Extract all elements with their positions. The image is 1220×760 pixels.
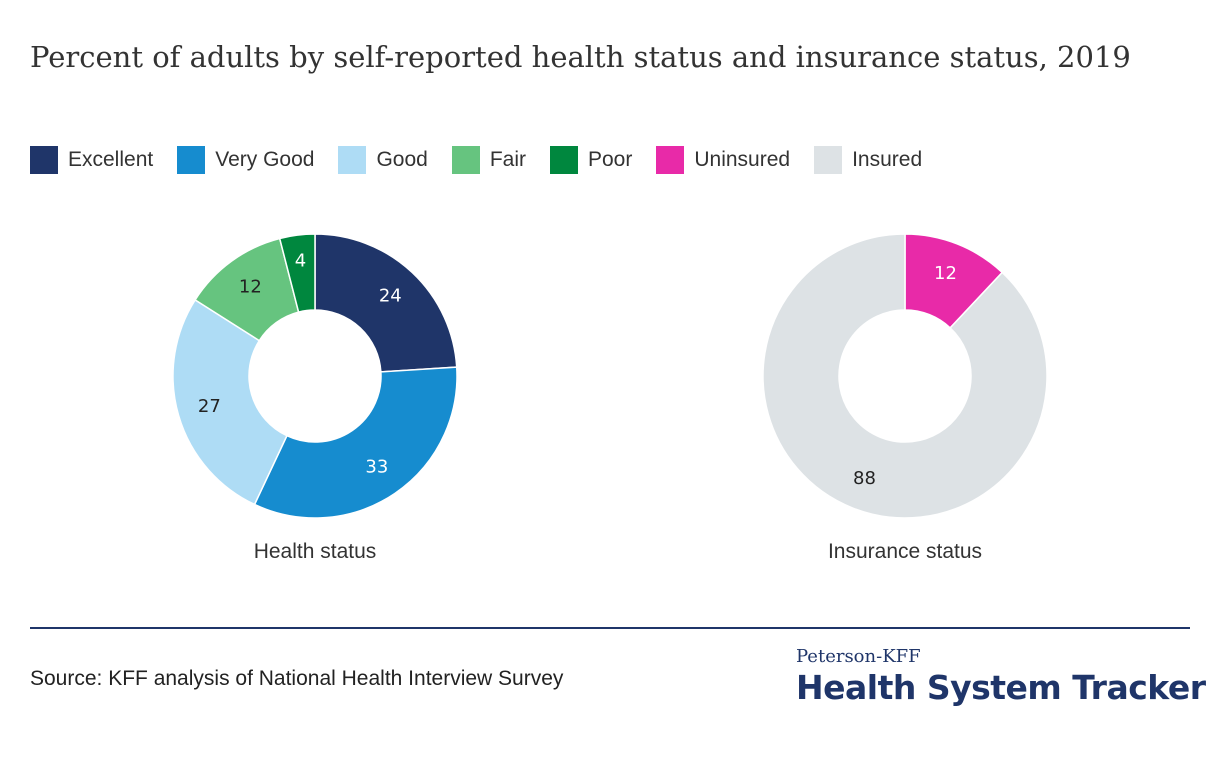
legend-label-very-good: Very Good [215,148,315,171]
legend-item-excellent: Excellent [30,146,153,174]
legend-item-uninsured: Uninsured [656,146,790,174]
legend-swatch-insured [814,146,843,174]
slice-excellent [314,233,458,373]
legend-item-insured: Insured [814,146,922,174]
legend-label-fair: Fair [489,148,526,171]
legend-label-uninsured: Uninsured [694,148,791,171]
slice-insured [762,233,1048,519]
legend-label-poor: Poor [588,148,633,171]
source-note: Source: KFF analysis of National Health … [30,667,564,690]
legend-swatch-very-good [177,146,206,174]
legend-item-good: Good [338,146,428,174]
chart-title: Percent of adults by self-reported healt… [30,40,1131,74]
health-status-donut: 24 33 27 12 4 [172,233,458,519]
legend-swatch-uninsured [656,146,685,174]
legend-swatch-good [338,146,367,174]
legend-label-insured: Insured [852,148,923,171]
slice-label-uninsured: 12 [934,263,957,284]
legend-label-good: Good [376,148,428,171]
footer-divider [30,627,1190,629]
brand-logo-text: Health System Tracker [796,668,1206,707]
slice-label-fair: 12 [239,277,262,298]
legend-item-very-good: Very Good [177,146,314,174]
donut-charts: 24 33 27 12 4 12 88 [172,233,1048,519]
slice-label-excellent: 24 [379,285,402,306]
legend-item-fair: Fair [451,146,526,174]
slice-label-insured: 88 [853,468,876,489]
slice-very-good [253,366,458,519]
slice-good [172,298,288,506]
legend-swatch-excellent [30,146,58,174]
legend: Excellent Very Good Good Fair Poor Unins… [30,146,946,174]
brand-kicker: Peterson-KFF [796,646,921,667]
health-status-caption: Health status [253,540,377,563]
legend-swatch-poor [550,146,578,174]
slice-poor [278,233,316,313]
insurance-status-donut: 12 88 [762,233,1048,519]
slice-label-good: 27 [198,396,221,417]
legend-label-excellent: Excellent [68,148,154,171]
insurance-status-caption: Insurance status [827,540,983,563]
legend-item-poor: Poor [550,146,632,174]
slice-label-very-good: 33 [365,456,388,477]
slice-label-poor: 4 [295,250,306,271]
legend-swatch-fair [451,146,480,174]
